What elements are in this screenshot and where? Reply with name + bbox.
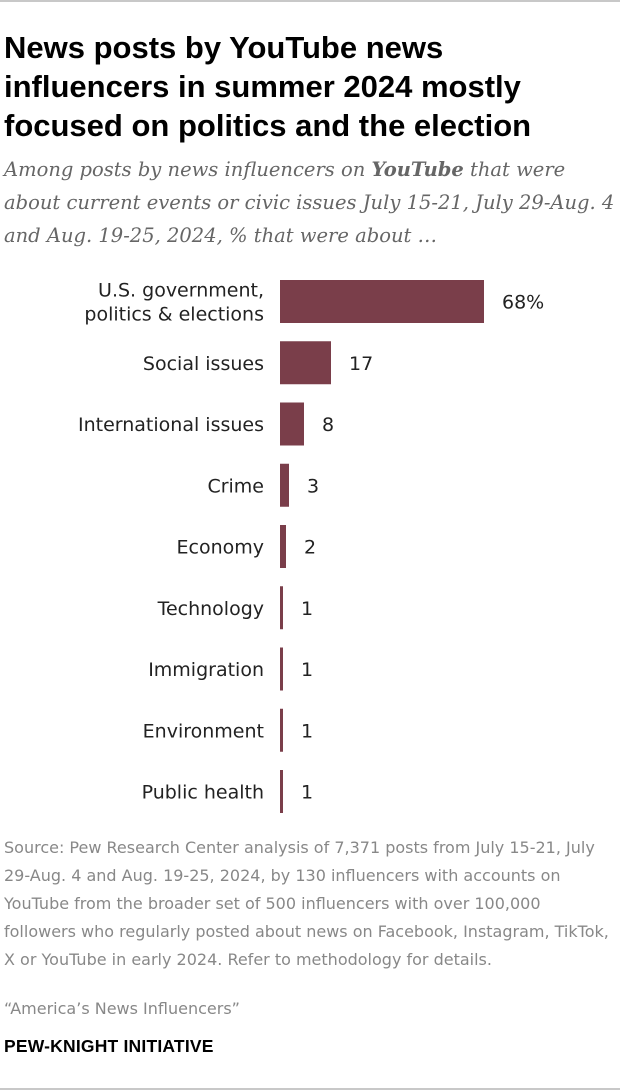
bar-value-label: 2: [304, 537, 316, 559]
bar: [280, 402, 304, 446]
bar: [280, 280, 484, 323]
bar-value-label: 17: [349, 353, 373, 375]
bar-value-label: 8: [322, 414, 334, 436]
chart-title: News posts by YouTube news influencers i…: [4, 30, 532, 143]
bar: [280, 770, 283, 813]
bottom-divider: [0, 1088, 620, 1090]
report-title: “America’s News Influencers”: [4, 999, 240, 1018]
bar: [280, 463, 289, 507]
category-label: Social issues: [143, 353, 264, 375]
category-label: Crime: [207, 475, 264, 497]
bar: [280, 708, 283, 752]
source-note: Source: Pew Research Center analysis of …: [4, 838, 609, 969]
bar-value-label: 1: [301, 659, 313, 681]
bar-value-label: 1: [301, 598, 313, 620]
category-label: Technology: [157, 598, 264, 620]
top-divider: [0, 0, 620, 2]
bar: [280, 647, 283, 691]
bar: [280, 341, 331, 385]
subtitle-text-before: Among posts by news influencers on: [4, 158, 372, 181]
bar-chart: U.S. government, politics & elections 68% S…: [78, 280, 544, 813]
bar: [280, 525, 286, 568]
category-label: U.S. government, politics & elections: [84, 280, 264, 326]
category-label: Economy: [177, 537, 265, 559]
subtitle-platform-emphasis: YouTube: [371, 158, 464, 181]
bar-value-label: 68%: [502, 292, 544, 314]
subtitle-text-after: that were about current events or civic …: [4, 158, 615, 247]
category-label: Immigration: [148, 659, 264, 681]
category-label: Environment: [143, 720, 264, 742]
bar-value-label: 1: [301, 782, 313, 804]
category-label: International issues: [78, 414, 264, 436]
chart-subtitle: Among posts by news influencers on YouTu…: [4, 153, 616, 252]
bar-value-label: 1: [301, 720, 313, 742]
category-label: Public health: [142, 782, 264, 804]
bar: [280, 586, 283, 630]
bar-value-label: 3: [307, 475, 319, 497]
brand-logo-text: PEW-KNIGHT INITIATIVE: [4, 1036, 214, 1056]
